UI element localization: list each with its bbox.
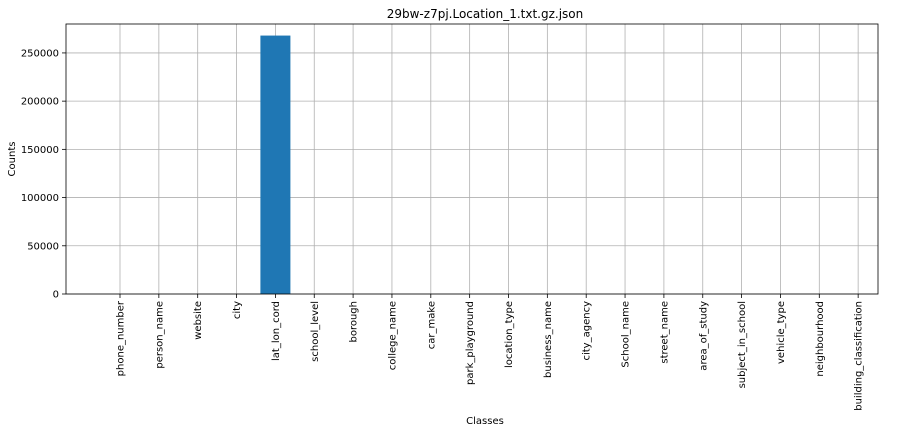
x-tick-label: building_classification bbox=[854, 301, 865, 411]
y-tick-label: 0 bbox=[53, 290, 59, 301]
x-tick-label: School_name bbox=[621, 301, 632, 368]
x-tick-label: park_playground bbox=[465, 301, 476, 385]
x-tick-label: person_name bbox=[154, 301, 165, 369]
x-tick-label: area_of_study bbox=[698, 301, 709, 371]
y-tick-label: 200000 bbox=[21, 97, 59, 108]
y-tick-label: 50000 bbox=[27, 241, 59, 252]
x-tick-label: phone_number bbox=[116, 300, 127, 376]
x-tick-label: car_make bbox=[426, 301, 437, 349]
x-axis-label: Classes bbox=[466, 416, 504, 427]
x-tick-label: neighbourhood bbox=[815, 301, 826, 377]
grid-lines bbox=[66, 24, 878, 295]
plot-frame bbox=[65, 23, 879, 295]
y-axis-label: Counts bbox=[7, 142, 18, 177]
y-tick-label: 150000 bbox=[21, 145, 59, 156]
x-tick-label: borough bbox=[349, 301, 360, 343]
x-tick-label: lat_lon_cord bbox=[271, 301, 282, 361]
y-tick-label: 250000 bbox=[21, 48, 59, 59]
x-tick-label: website bbox=[193, 301, 204, 340]
x-tick-label: school_level bbox=[310, 301, 321, 362]
x-tick-label: city bbox=[232, 301, 243, 319]
chart-title: 29bw-z7pj.Location_1.txt.gz.json bbox=[387, 7, 584, 21]
bar-lat_lon_cord bbox=[260, 35, 291, 294]
bars bbox=[260, 35, 291, 294]
x-tick-label: street_name bbox=[659, 301, 670, 364]
y-axis: 0 50000 100000 150000 200000 250000 bbox=[21, 48, 66, 301]
x-tick-label: city_agency bbox=[582, 301, 593, 361]
x-tick-label: subject_in_school bbox=[737, 301, 748, 388]
x-tick-label: vehicle_type bbox=[776, 301, 787, 364]
y-tick-label: 100000 bbox=[21, 193, 59, 204]
x-axis: phone_number person_name website city lat_lo… bbox=[116, 294, 865, 411]
x-tick-label: college_name bbox=[387, 301, 398, 370]
x-tick-label: location_type bbox=[504, 301, 515, 368]
x-tick-label: business_name bbox=[543, 301, 554, 378]
